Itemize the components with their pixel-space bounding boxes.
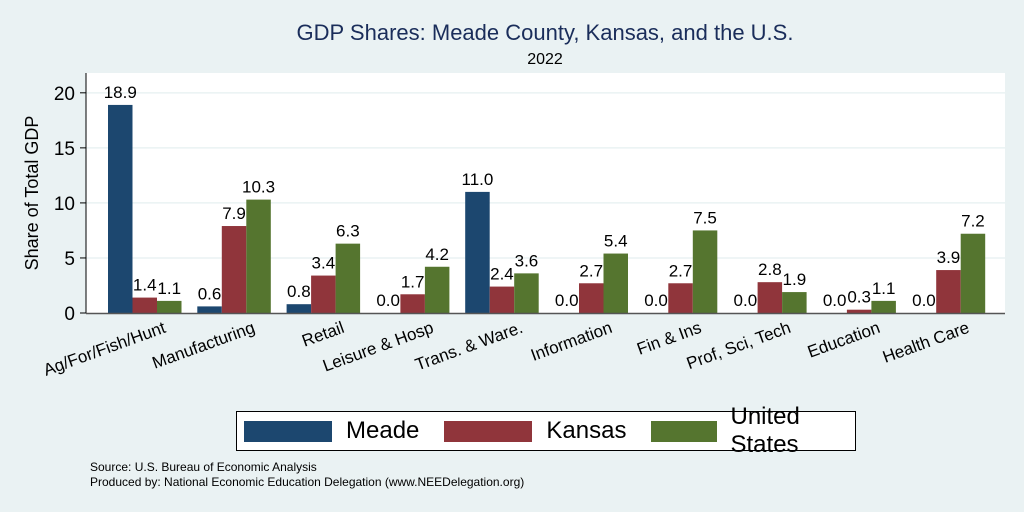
bar-chart: 18.91.4 1.1 0.67.910.30.83.46.30.01.74.211…: [22, 73, 1005, 380]
legend-item-united-states: United States: [651, 403, 837, 459]
data-label: 11.0: [462, 170, 494, 189]
y-ticks: 0 5 10 15 20: [54, 84, 86, 325]
bar-united-states: [157, 300, 182, 313]
data-label: 2.7: [579, 261, 603, 280]
data-label: 7.5: [693, 208, 717, 227]
bar-kansas: [757, 282, 783, 313]
data-label: 0.0: [376, 291, 400, 310]
bar-kansas: [489, 286, 515, 313]
legend-label: Meade: [346, 417, 420, 444]
x-tick-label: Education: [805, 318, 883, 362]
data-label: 0.0: [823, 291, 847, 310]
chart-subtitle: 2022: [527, 51, 563, 68]
data-labels: 18.91.4 1.1 0.67.910.30.83.46.30.01.74.211…: [104, 83, 985, 310]
legend-item-meade: Meade: [244, 417, 419, 445]
data-label: 2.4: [490, 265, 514, 284]
data-label: 0.3: [847, 288, 871, 307]
bar-kansas: [668, 283, 693, 313]
data-label: 4.2: [425, 245, 449, 264]
bars: [108, 104, 986, 314]
x-tick-label: Health Care: [880, 318, 972, 367]
y-tick-label: 0: [64, 304, 75, 325]
bar-united-states: [335, 243, 361, 313]
legend-swatch-kansas: [444, 420, 533, 442]
bar-united-states: [871, 300, 896, 313]
bar-united-states: [424, 266, 450, 313]
legend: Meade Kansas United States: [236, 403, 856, 458]
x-tick-label: Manufacturing: [150, 318, 258, 373]
data-label: 3.6: [515, 251, 539, 270]
data-label: 7.2: [961, 212, 985, 231]
legend-swatch-united-states: [651, 420, 717, 442]
data-label: 0.8: [287, 282, 311, 301]
data-label: 0.0: [734, 291, 758, 310]
bar-kansas: [132, 297, 157, 313]
legend-label: Kansas: [546, 417, 627, 444]
x-tick-label: Retail: [299, 318, 346, 351]
x-tick-label: Ag/For/Fish/Hunt: [41, 318, 168, 380]
y-tick-label: 20: [54, 84, 75, 105]
bar-meade: [197, 306, 222, 313]
source-note: Source: U.S. Bureau of Economic Analysis: [90, 460, 317, 474]
data-label: 10.3: [242, 178, 275, 197]
data-label: 1.1: [872, 279, 896, 298]
data-label: 0.6: [198, 284, 222, 303]
bar-meade: [465, 191, 490, 313]
bar-united-states: [514, 273, 539, 313]
data-label: 6.3: [336, 222, 360, 241]
data-label: 1.7: [401, 272, 425, 291]
legend-item-kansas: Kansas: [444, 417, 626, 445]
data-label: 7.9: [222, 204, 246, 223]
data-label: 3.9: [937, 248, 961, 267]
bar-kansas: [400, 294, 425, 313]
data-label: 3.4: [312, 254, 336, 273]
data-label: 1.9: [783, 270, 807, 289]
y-tick-label: 5: [64, 249, 75, 270]
bar-kansas: [579, 283, 604, 313]
data-label: 2.7: [669, 261, 693, 280]
bar-kansas: [936, 270, 961, 313]
y-axis-label: Share of Total GDP: [22, 116, 42, 271]
produced-by-note: Produced by: National Economic Education…: [90, 475, 525, 489]
data-label: 0.0: [555, 291, 579, 310]
data-label: 18.9: [104, 83, 137, 102]
bar-kansas: [311, 275, 336, 313]
x-tick-label: Information: [528, 318, 614, 365]
bar-united-states: [782, 292, 807, 313]
data-label: 1.4: [133, 276, 157, 295]
chart-title: GDP Shares: Meade County, Kansas, and th…: [296, 20, 794, 45]
bar-united-states: [603, 253, 628, 313]
y-tick-label: 10: [54, 194, 75, 215]
bar-meade: [108, 104, 133, 313]
y-tick-label: 15: [54, 139, 75, 160]
bar-kansas: [846, 309, 872, 313]
footer: Source: U.S. Bureau of Economic Analysis…: [90, 460, 524, 490]
bar-united-states: [246, 199, 271, 313]
data-label: 2.8: [758, 260, 782, 279]
bar-meade: [286, 304, 312, 313]
data-label: 5.4: [604, 232, 628, 251]
data-label: 0.0: [644, 291, 668, 310]
data-label: 1.1: [157, 279, 181, 298]
legend-swatch-meade: [244, 420, 332, 442]
bar-united-states: [960, 233, 986, 313]
bar-kansas: [221, 226, 247, 313]
legend-label: United States: [730, 403, 800, 458]
data-label: 0.0: [912, 291, 936, 310]
bar-united-states: [692, 230, 718, 313]
